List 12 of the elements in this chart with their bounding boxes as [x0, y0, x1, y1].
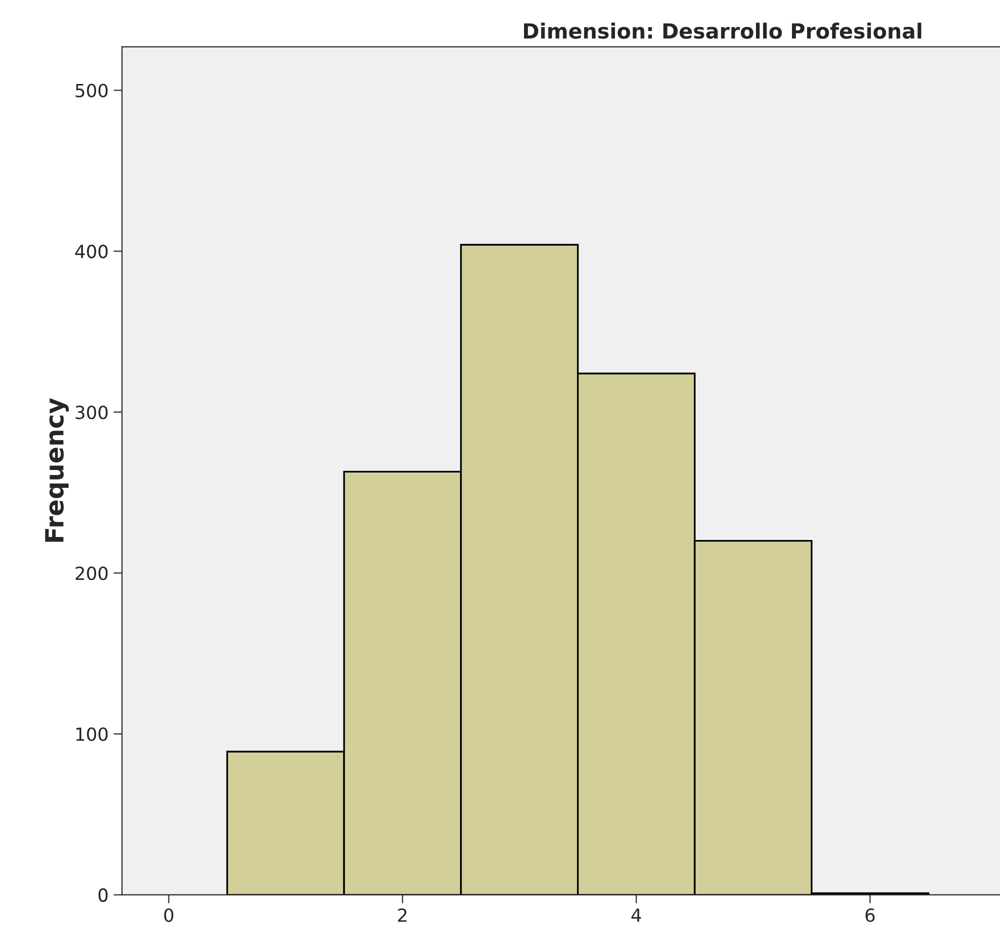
chart-title: Dimension: Desarrollo Profesional — [524, 22, 922, 39]
y-tick-label: 100 — [76, 727, 108, 742]
y-tick-label: 500 — [76, 84, 108, 98]
x-tick-label: 0 — [164, 908, 174, 922]
y-tick-label: 200 — [76, 566, 108, 580]
y-axis-title: Frequency — [45, 398, 69, 542]
y-tick-label: 300 — [76, 406, 108, 420]
x-tick-label: 4 — [631, 908, 642, 922]
y-tick-label: 0 — [98, 888, 108, 902]
y-tick-label: 400 — [75, 244, 108, 258]
x-tick-label: 6 — [866, 908, 875, 922]
x-tick-label: 2 — [398, 908, 406, 922]
